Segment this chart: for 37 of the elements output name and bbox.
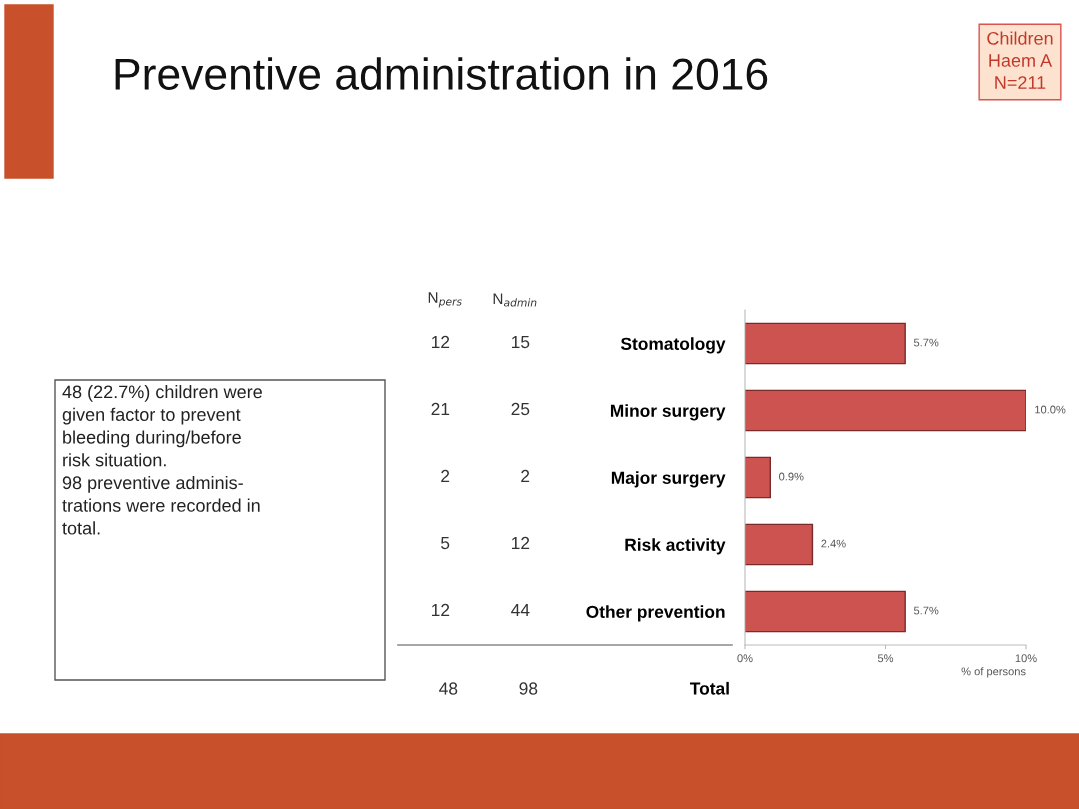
text: 12 [432,603,450,616]
data-label: 10.0% [1035,405,1066,414]
text: 98 [519,682,538,695]
bar [745,456,771,499]
text: 48 [439,682,458,695]
bar [745,523,814,566]
text: 2 [441,469,450,482]
y-tick-label: Minor surgery [610,404,726,421]
x-tick-label: 5% [877,654,894,663]
text: 2 [521,469,530,482]
y-tick-label: Major surgery [611,471,726,488]
text: 21 [431,402,450,415]
bar [745,322,906,365]
y-tick-label: Risk activity [625,538,726,555]
text: Children Haem A N=211 [987,31,1053,89]
x-tick-label: 0% [737,654,753,663]
text: Total [690,681,729,695]
text: 12 [432,335,450,348]
text: 12 [512,536,530,549]
x-tick-label: 10% [1015,654,1037,663]
text: 48 (22.7%) children were given factor to prevent bleeding during/before risk situation. 98 preventive adminis- trations were recorded in total. [62,385,262,535]
bar [745,389,1026,432]
data-label: 5.7% [913,606,939,615]
data-label: 5.7% [913,338,939,347]
data-label: 2.4% [821,539,846,548]
data-label: 0.9% [779,472,804,481]
text: N$_{pers}$ [428,292,462,308]
y-tick-label: Other prevention [586,605,725,622]
bar [745,590,906,633]
text: 25 [511,402,530,416]
text: 15 [512,336,530,349]
text: N$_{admin}$ [493,293,537,307]
x-axis-title: % of persons [961,667,1026,678]
text: 44 [511,604,530,616]
text: 5 [441,537,450,550]
y-tick-label: Stomatology [620,337,726,354]
chart-title: Preventive administration in 2016 [115,57,768,90]
